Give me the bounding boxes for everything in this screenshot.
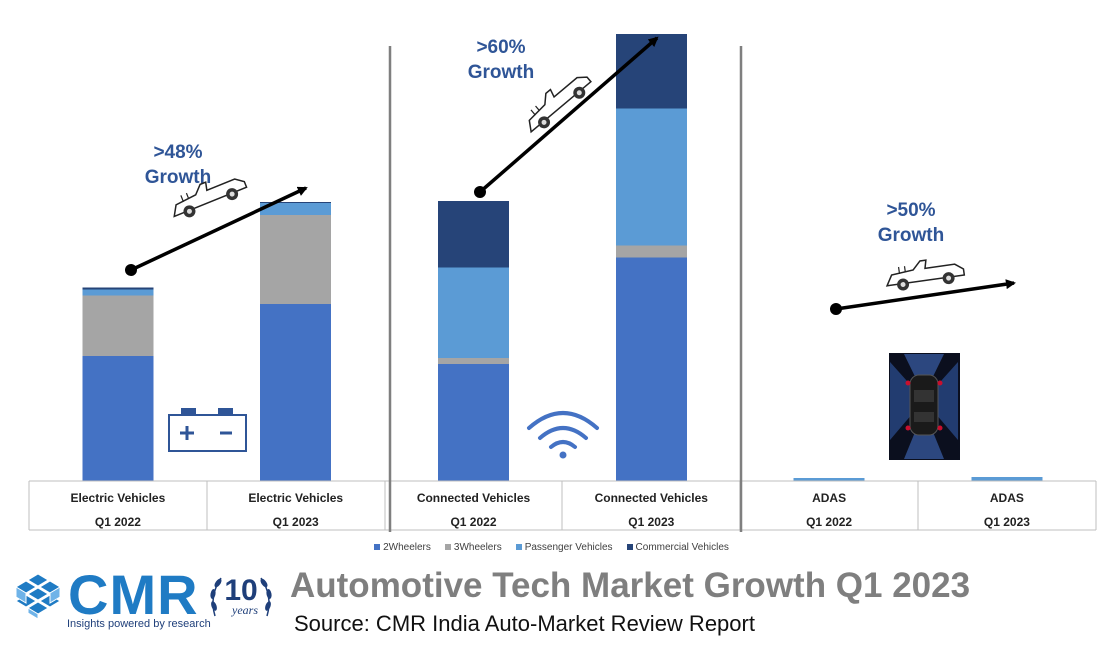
- bar-segment-passenger-vehicles: [793, 478, 865, 481]
- growth-label-adas-word: Growth: [878, 225, 945, 246]
- legend-swatch: [626, 544, 633, 550]
- bar-segment-2wheelers: [615, 257, 687, 481]
- bar-segment-2wheelers: [82, 356, 154, 481]
- car-icon: [173, 178, 248, 218]
- category-label: Electric Vehicles: [248, 491, 343, 505]
- category-label: Electric Vehicles: [71, 491, 166, 505]
- legend-item: 2Wheelers: [374, 540, 431, 554]
- bar-segment-2wheelers: [438, 364, 509, 481]
- bar-segment-passenger-vehicles: [971, 477, 1043, 481]
- growth-label-adas-pct: >50%: [886, 200, 935, 221]
- period-label: Q1 2022: [806, 515, 852, 529]
- growth-arrow-ev: [125, 186, 308, 276]
- period-label: Q1 2022: [450, 515, 496, 529]
- period-label: Q1 2022: [95, 515, 141, 529]
- bar-segment-commercial-vehicles: [260, 202, 332, 204]
- bars-layer: [82, 33, 1043, 481]
- wifi-icon: [527, 411, 599, 459]
- period-label: Q1 2023: [628, 515, 674, 529]
- cmr-tagline: Insights powered by research: [67, 618, 211, 630]
- legend-label: 3Wheelers: [453, 541, 502, 553]
- bar-segment-2wheelers: [260, 303, 332, 481]
- bar-segment-3wheelers: [82, 295, 154, 357]
- legend-item: Passenger Vehicles: [515, 540, 613, 554]
- growth-arrow-adas: [830, 279, 1016, 315]
- category-label: Connected Vehicles: [595, 491, 709, 505]
- bar-segment-3wheelers: [438, 358, 509, 365]
- ten-years-badge-icon: 10 years: [210, 574, 272, 617]
- years-word: years: [231, 603, 258, 617]
- stacked-bar-chart: Electric Vehicles Q1 2022 Electric Vehicle…: [28, 33, 1097, 532]
- car-icon: [528, 76, 592, 134]
- years-number: 10: [224, 574, 257, 607]
- growth-label-connected-pct: >60%: [476, 37, 525, 58]
- legend-swatch: [444, 544, 451, 550]
- growth-label-ev-word: Growth: [145, 167, 212, 188]
- legend-label: 2Wheelers: [383, 541, 431, 553]
- legend-label: Commercial Vehicles: [635, 541, 729, 553]
- growth-label-connected-word: Growth: [468, 62, 535, 83]
- period-label: Q1 2023: [984, 515, 1030, 529]
- legend-item: Commercial Vehicles: [626, 540, 729, 554]
- legend: 2Wheelers 3Wheelers Passenger Vehicles C…: [0, 540, 1103, 554]
- category-label: Connected Vehicles: [417, 491, 531, 505]
- legend-swatch: [374, 544, 381, 550]
- car-icon: [885, 259, 966, 291]
- category-label: ADAS: [812, 491, 846, 505]
- adas-sensor-car-icon: [889, 353, 960, 460]
- bar-segment-passenger-vehicles: [438, 267, 509, 359]
- bar-segment-commercial-vehicles: [438, 201, 509, 268]
- growth-label-ev-pct: >48%: [153, 142, 202, 163]
- bar-segment-passenger-vehicles: [615, 108, 687, 246]
- category-labels: Electric Vehicles Q1 2022 Electric Vehicle…: [71, 491, 1031, 529]
- bar-segment-commercial-vehicles: [82, 287, 154, 290]
- bar-segment-3wheelers: [615, 245, 687, 258]
- cmr-cube-logo-icon: [15, 573, 61, 620]
- source-subtitle: Source: CMR India Auto-Market Review Rep…: [294, 611, 755, 636]
- legend-item: 3Wheelers: [444, 540, 502, 554]
- bar-segment-3wheelers: [260, 215, 332, 304]
- bar-segment-passenger-vehicles: [82, 289, 154, 296]
- bar-segment-passenger-vehicles: [260, 203, 332, 216]
- legend-swatch: [515, 544, 522, 550]
- category-table: [28, 480, 1097, 531]
- legend-label: Passenger Vehicles: [524, 541, 613, 553]
- cmr-logo-text: CMR: [68, 563, 199, 626]
- period-label: Q1 2023: [273, 515, 319, 529]
- category-label: ADAS: [990, 491, 1024, 505]
- main-title: Automotive Tech Market Growth Q1 2023: [290, 566, 971, 605]
- battery-icon: [168, 408, 247, 452]
- growth-arrow-connected: [474, 36, 659, 198]
